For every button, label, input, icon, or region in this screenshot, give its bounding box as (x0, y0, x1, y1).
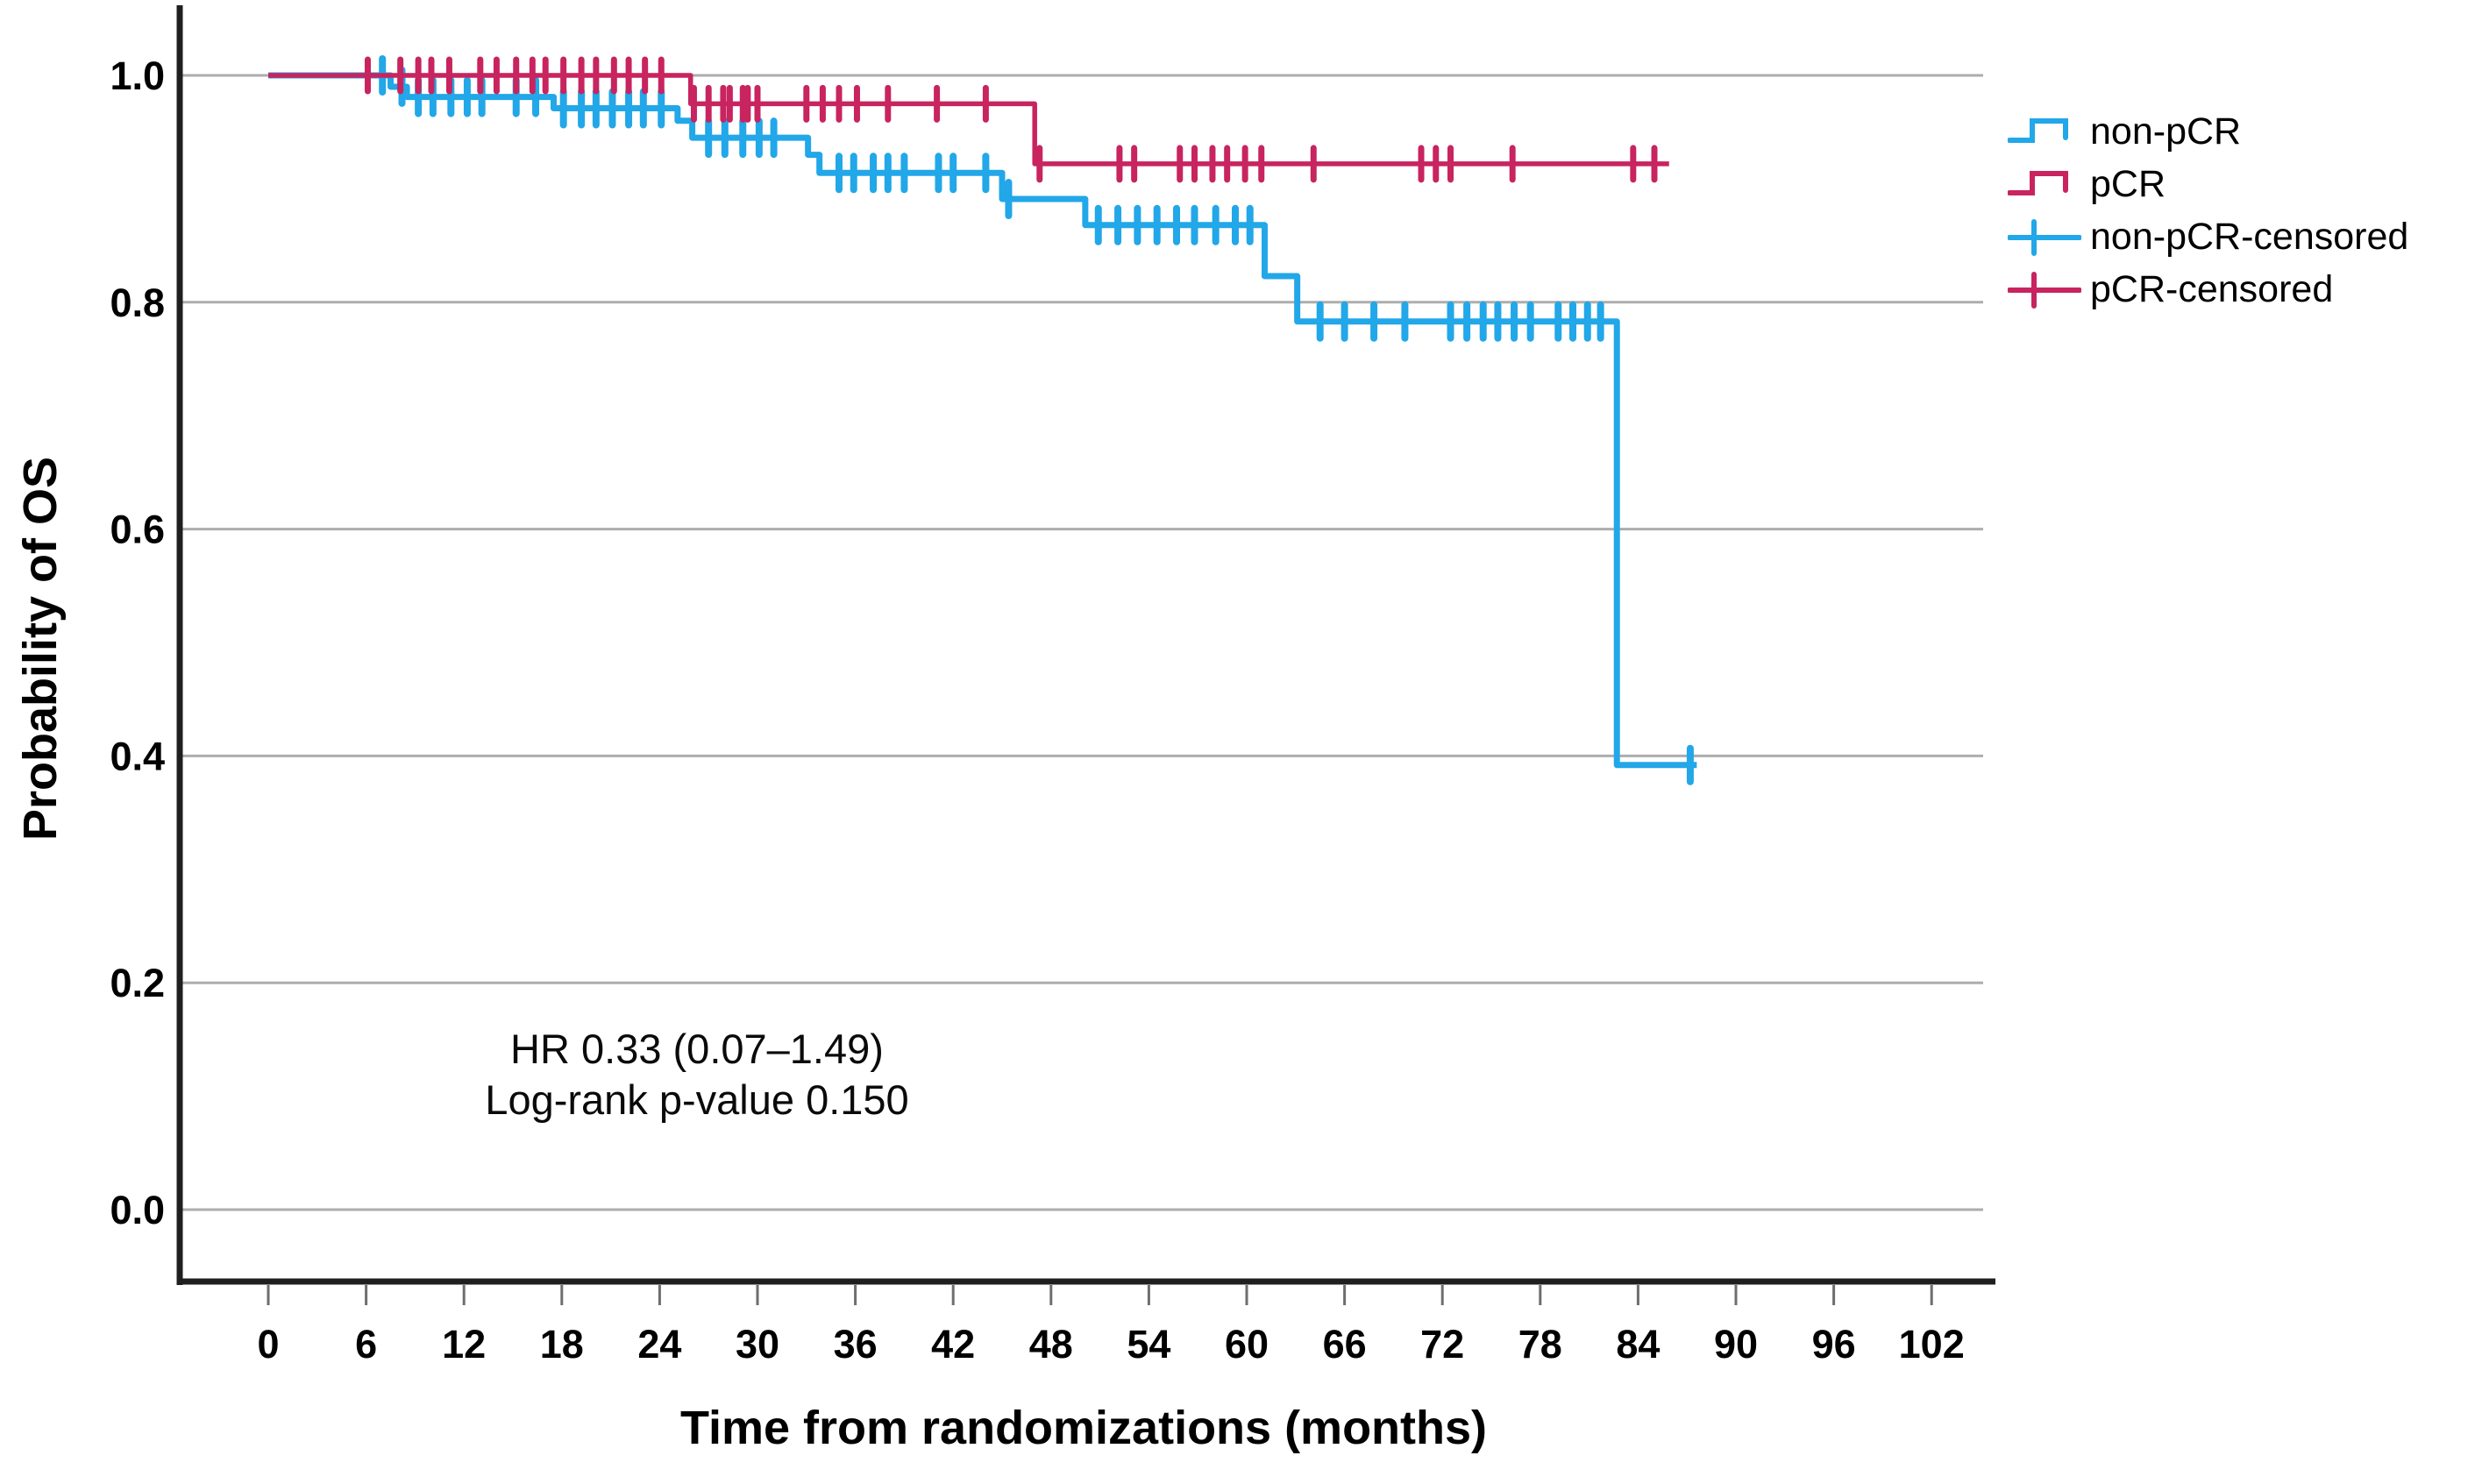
x-tick-label: 72 (1420, 1322, 1464, 1367)
x-tick-label: 102 (1899, 1322, 1965, 1367)
x-tick-label: 24 (637, 1322, 681, 1367)
legend-step-line-icon (2008, 117, 2068, 143)
y-tick-label: 0.8 (110, 280, 165, 325)
x-tick-label: 12 (442, 1322, 486, 1367)
y-tick-label: 1.0 (110, 53, 165, 98)
legend-item-non-pCR: non-pCR (2008, 110, 2408, 153)
legend-item-pCR: pCR (2008, 163, 2408, 205)
legend-swatch (2008, 117, 2068, 143)
x-tick-label: 36 (834, 1322, 878, 1367)
legend-item-non-pCR-censored: non-pCR-censored (2008, 216, 2409, 258)
legend-item-label: pCR-censored (2090, 268, 2334, 310)
x-tick-label: 6 (355, 1322, 377, 1367)
annotation-pvalue-line: Log-rank p-value 0.150 (485, 1076, 909, 1123)
survival-curve-pCR (268, 73, 1669, 167)
x-tick-label: 54 (1127, 1322, 1170, 1367)
legend-censor-plus-icon (2008, 271, 2081, 309)
legend-step-line-icon (2008, 170, 2068, 195)
legend-item-pCR-censored: pCR-censored (2008, 268, 2408, 310)
x-tick-label: 0 (257, 1322, 279, 1367)
x-tick-label: 60 (1225, 1322, 1269, 1367)
legend-item-label: non-pCR (2090, 110, 2242, 153)
y-tick-label: 0.2 (110, 961, 165, 1005)
x-tick-label: 48 (1029, 1322, 1073, 1367)
legend-swatch (2008, 218, 2081, 256)
x-tick-label: 18 (540, 1322, 584, 1367)
x-tick-label: 78 (1518, 1322, 1562, 1367)
x-tick-label: 66 (1323, 1322, 1367, 1367)
x-tick-label: 90 (1714, 1322, 1758, 1367)
annotation-hr-line: HR 0.33 (0.07–1.49) (510, 1026, 884, 1072)
x-tick-label: 96 (1812, 1322, 1856, 1367)
legend-item-label: non-pCR-censored (2090, 216, 2409, 258)
y-axis-title: Probability of OS (14, 456, 67, 841)
x-tick-label: 84 (1616, 1322, 1660, 1367)
x-tick-label: 30 (736, 1322, 779, 1367)
legend-swatch (2008, 170, 2068, 195)
legend-swatch (2008, 271, 2081, 309)
y-tick-label: 0.0 (110, 1188, 165, 1232)
y-tick-label: 0.6 (110, 508, 165, 552)
x-tick-label: 42 (931, 1322, 975, 1367)
x-axis-title: Time from randomizations (months) (679, 1402, 1488, 1454)
legend-censor-plus-icon (2008, 218, 2081, 256)
legend: non-pCR pCR non-pCR-censored pCR-censored (2008, 110, 2409, 310)
legend-item-label: pCR (2090, 163, 2166, 205)
hr-logrank-annotation: HR 0.33 (0.07–1.49) Log-rank p-value 0.1… (485, 1024, 908, 1125)
y-tick-label: 0.4 (110, 734, 165, 778)
